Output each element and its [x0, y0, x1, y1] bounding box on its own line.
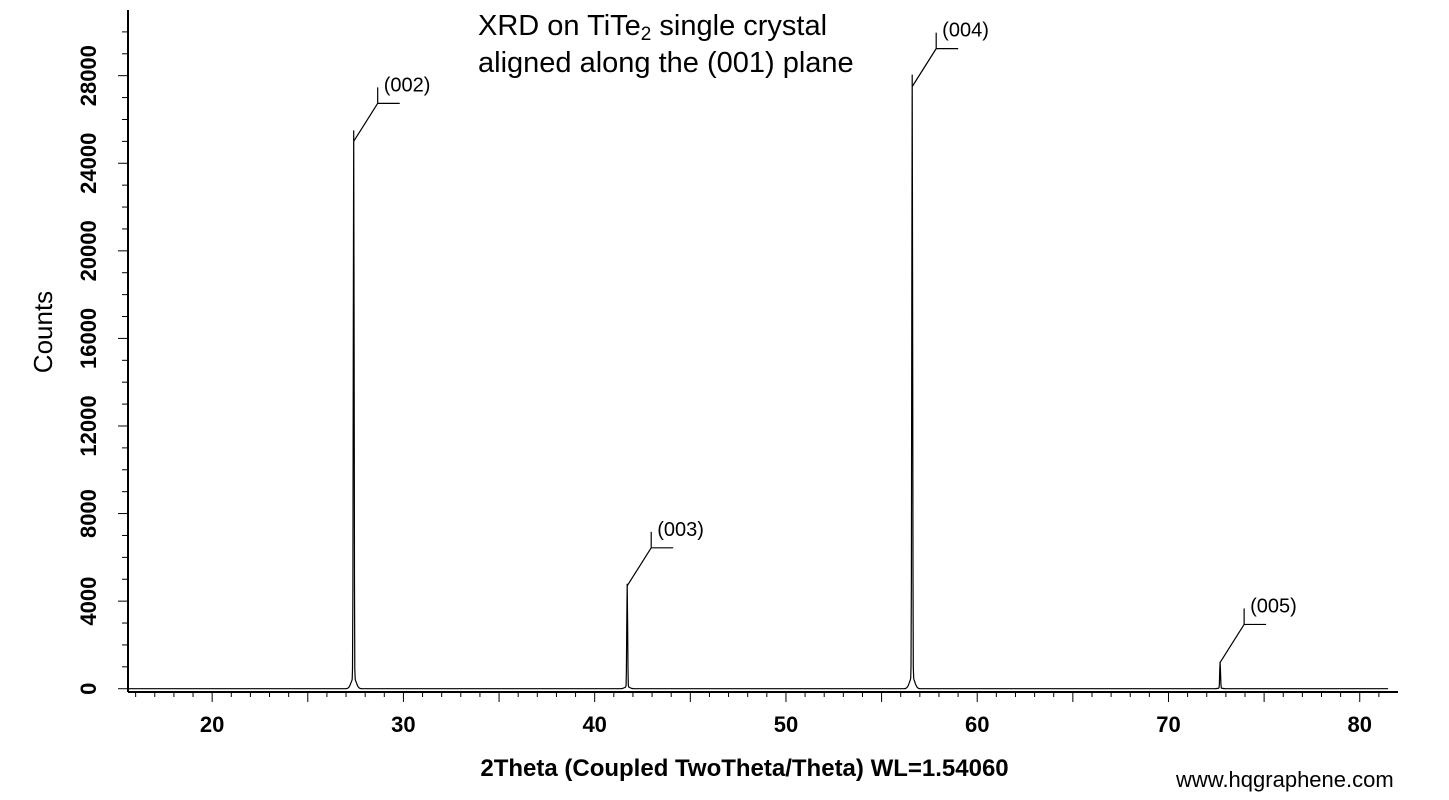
y-tick-label: 24000 [76, 133, 101, 194]
x-tick-label: 80 [1348, 712, 1372, 737]
x-tick-label: 40 [582, 712, 606, 737]
peak-leader-line [911, 48, 937, 87]
chart-title-subscript: 2 [640, 24, 652, 45]
chart-title-line2: aligned along the (001) plane [478, 47, 854, 79]
watermark: www.hqgraphene.com [1176, 767, 1394, 792]
peak-label: (004) [942, 20, 989, 42]
y-tick-label: 0 [76, 683, 101, 695]
y-tick-label: 4000 [76, 577, 101, 626]
peak-leader-line [353, 103, 379, 142]
x-tick-label: 50 [774, 712, 798, 737]
y-tick-label: 8000 [76, 489, 101, 538]
peak-label: (002) [384, 74, 431, 96]
x-axis-label: 2Theta (Coupled TwoTheta/Theta) WL=1.540… [480, 755, 1009, 782]
peak-label: (003) [657, 519, 704, 541]
y-tick-label: 28000 [76, 45, 101, 106]
chart-title-rest: single crystal [651, 10, 828, 42]
xrd-trace [128, 74, 1389, 690]
y-tick-label: 16000 [76, 308, 101, 369]
chart-title: XRD on TiTe2 single crystal aligned alon… [478, 8, 854, 82]
x-tick-label: 60 [965, 712, 989, 737]
chart-title-main: XRD on TiTe [478, 10, 641, 42]
y-axis-label: Counts [28, 291, 58, 373]
peak-leader-line [626, 547, 652, 587]
peak-label: (005) [1250, 595, 1297, 617]
y-tick-label: 12000 [76, 395, 101, 456]
peak-leader-line [1219, 624, 1245, 663]
x-tick-label: 30 [391, 712, 415, 737]
x-tick-label: 70 [1156, 712, 1180, 737]
y-tick-label: 20000 [76, 220, 101, 281]
x-tick-label: 20 [200, 712, 224, 737]
